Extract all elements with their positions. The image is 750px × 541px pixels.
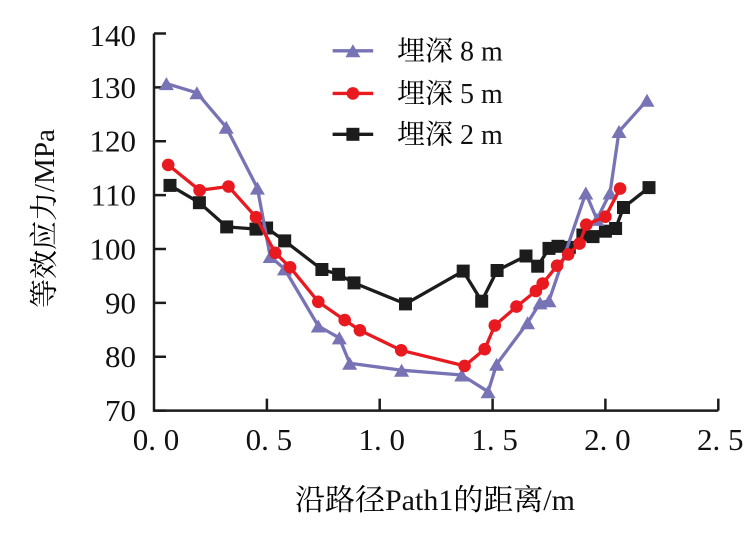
svg-text:1. 5: 1. 5	[471, 422, 518, 457]
svg-text:1. 0: 1. 0	[358, 422, 405, 457]
svg-text:/MPa: /MPa	[29, 129, 61, 192]
svg-text:130: 130	[90, 70, 137, 105]
svg-text:/m: /m	[543, 484, 575, 517]
svg-text:80: 80	[105, 339, 136, 374]
svg-text:120: 120	[90, 124, 137, 159]
svg-text:2. 5: 2. 5	[697, 422, 744, 457]
svg-text:110: 110	[91, 178, 136, 213]
svg-text:140: 140	[90, 18, 137, 53]
svg-text:2. 0: 2. 0	[584, 422, 631, 457]
svg-text:90: 90	[105, 285, 136, 320]
svg-text:0. 0: 0. 0	[133, 422, 180, 457]
svg-text:100: 100	[90, 232, 137, 267]
svg-text:2 m: 2 m	[460, 120, 503, 151]
svg-text:8 m: 8 m	[460, 36, 503, 67]
svg-text:70: 70	[105, 393, 136, 428]
svg-text:Path1: Path1	[385, 484, 453, 517]
svg-text:0. 5: 0. 5	[246, 422, 293, 457]
svg-text:5 m: 5 m	[460, 79, 503, 110]
